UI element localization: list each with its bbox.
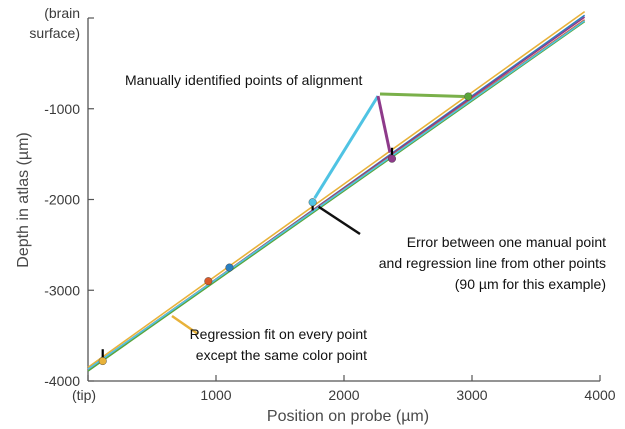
regression-line-3 bbox=[87, 20, 586, 372]
y-axis-title: Depth in atlas (µm) bbox=[15, 132, 32, 267]
annotation-error-line-3: (90 µm for this example) bbox=[455, 276, 606, 292]
regression-line-5 bbox=[87, 20, 586, 370]
callout-regression bbox=[171, 314, 199, 336]
callout-error bbox=[317, 205, 361, 236]
regression-line-0 bbox=[87, 10, 586, 369]
y-tick-label-0-0: (brain bbox=[44, 5, 80, 21]
alignment-point-1 bbox=[204, 277, 213, 286]
x-tick-label-3: 3000 bbox=[456, 387, 487, 403]
annotation-regression-line-2: except the same color point bbox=[196, 347, 367, 363]
y-tick-label-1: -1000 bbox=[44, 101, 80, 117]
annotation-error-line-1: Error between one manual point bbox=[407, 234, 606, 250]
alignment-point-2 bbox=[225, 263, 234, 272]
annotation-regression-line-1: Regression fit on every point bbox=[190, 326, 368, 342]
x-tick-label-1: 1000 bbox=[200, 387, 231, 403]
alignment-point-3 bbox=[308, 198, 317, 207]
annotation-error-line-2: and regression line from other points bbox=[379, 255, 606, 271]
x-tick-label-0: (tip) bbox=[72, 387, 96, 403]
alignment-point-5 bbox=[464, 92, 473, 101]
y-tick-label-0-1: surface) bbox=[29, 25, 80, 41]
alignment-point-0 bbox=[98, 357, 107, 366]
x-tick-label-4: 4000 bbox=[584, 387, 615, 403]
alignment-points bbox=[98, 92, 473, 366]
tick-labels: (tip) 1000 2000 3000 4000 (brain surface) -1000… bbox=[29, 5, 615, 403]
alignment-point-4 bbox=[388, 154, 397, 163]
y-tick-label-3: -3000 bbox=[44, 282, 80, 298]
y-tick-label-4: -4000 bbox=[44, 373, 80, 389]
callout-purple bbox=[376, 95, 392, 153]
axes bbox=[87, 17, 601, 382]
regression-lines bbox=[87, 10, 586, 372]
callout-lines bbox=[171, 92, 465, 336]
callout-cyan bbox=[313, 95, 380, 200]
annotation-alignment-line-1: Manually identified points of alignment bbox=[125, 72, 362, 88]
x-tick-label-2: 2000 bbox=[328, 387, 359, 403]
x-axis-title: Position on probe (µm) bbox=[267, 408, 429, 425]
y-tick-label-2: -2000 bbox=[44, 192, 80, 208]
callout-green bbox=[379, 92, 465, 98]
